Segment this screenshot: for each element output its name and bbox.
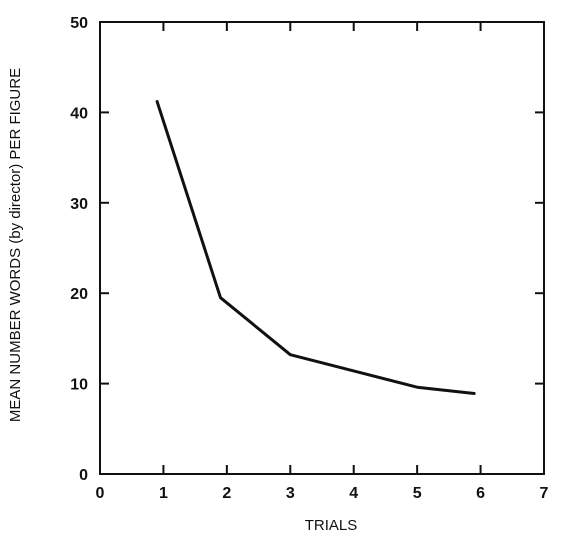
plot-frame <box>99 21 545 475</box>
tick-labels-group: 0 1 2 3 4 5 6 7 0 10 20 30 40 50 <box>70 15 548 502</box>
ticks-group <box>100 22 544 474</box>
y-axis-title: MEAN NUMBER WORDS (by director) PER FIGU… <box>7 68 24 422</box>
x-tick-label: 3 <box>286 485 295 502</box>
series-group <box>155 100 476 395</box>
x-tick-label: 0 <box>96 485 105 502</box>
y-tick-label: 10 <box>70 377 88 394</box>
x-axis-title: TRIALS <box>305 517 358 534</box>
x-tick-label: 1 <box>159 485 168 502</box>
y-tick-label: 20 <box>70 286 88 303</box>
x-tick-label: 7 <box>540 485 549 502</box>
y-tick-label: 40 <box>70 105 88 122</box>
y-tick-label: 0 <box>79 467 88 484</box>
x-tick-label: 4 <box>349 485 358 502</box>
series-line <box>155 100 476 395</box>
x-tick-label: 6 <box>476 485 485 502</box>
plot-frame-group <box>99 21 545 475</box>
x-tick-label: 2 <box>222 485 231 502</box>
y-tick-label: 50 <box>70 15 88 32</box>
x-tick-label: 5 <box>413 485 422 502</box>
y-tick-label: 30 <box>70 196 88 213</box>
